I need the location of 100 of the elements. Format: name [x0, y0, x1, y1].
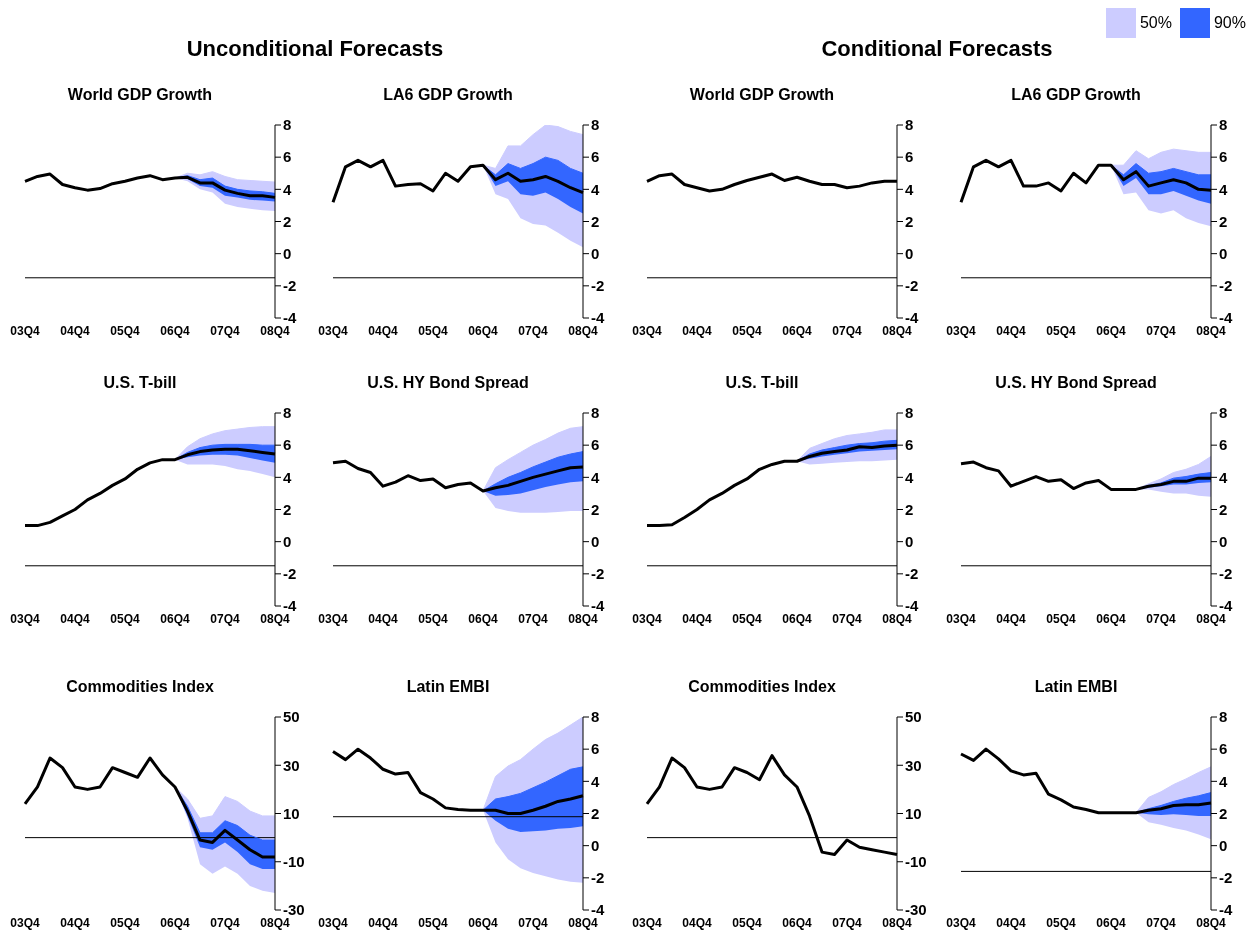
y-tick-label: 0: [1219, 244, 1228, 262]
x-tick-label: 05Q4: [732, 915, 762, 930]
x-tick-label: 04Q4: [682, 915, 712, 930]
x-tick-label: 04Q4: [368, 323, 398, 338]
y-tick-label: 4: [591, 468, 600, 486]
y-tick-label: 6: [591, 740, 600, 758]
x-tick-label: 05Q4: [418, 323, 448, 338]
x-tick-label: 06Q4: [1096, 611, 1126, 626]
x-tick-label: 06Q4: [160, 915, 190, 930]
y-tick-label: 8: [591, 404, 600, 422]
y-tick-label: 8: [905, 116, 914, 134]
y-tick-label: 0: [591, 244, 600, 262]
y-tick-label: 8: [1219, 116, 1228, 134]
x-tick-label: 07Q4: [210, 323, 240, 338]
x-tick-label: 05Q4: [418, 915, 448, 930]
legend-label: 90%: [1213, 14, 1246, 32]
y-tick-label: -2: [591, 565, 605, 583]
x-tick-label: 03Q4: [10, 611, 40, 626]
y-tick-label: 8: [283, 404, 292, 422]
x-tick-label: 04Q4: [996, 611, 1026, 626]
y-tick-label: 2: [591, 500, 600, 518]
y-tick-label: 50: [283, 708, 300, 726]
x-tick-label: 07Q4: [832, 915, 862, 930]
y-tick-label: 8: [591, 708, 600, 726]
y-tick-label: 10: [283, 804, 300, 822]
chart-title: Latin EMBI: [405, 677, 491, 697]
x-tick-label: 06Q4: [782, 915, 812, 930]
y-tick-label: 6: [591, 148, 600, 166]
x-tick-label: 07Q4: [210, 915, 240, 930]
chart-title: LA6 GDP Growth: [382, 85, 514, 105]
y-tick-label: 8: [1219, 708, 1228, 726]
y-tick-label: 4: [905, 468, 914, 486]
y-tick-label: 2: [905, 500, 914, 518]
y-tick-label: 4: [283, 468, 292, 486]
x-tick-label: 04Q4: [682, 323, 712, 338]
y-tick-label: 30: [283, 756, 300, 774]
y-tick-label: 2: [283, 212, 292, 230]
x-tick-label: 04Q4: [996, 323, 1026, 338]
y-tick-label: 2: [591, 212, 600, 230]
y-tick-label: 10: [905, 804, 922, 822]
x-tick-label: 06Q4: [782, 611, 812, 626]
x-tick-label: 05Q4: [110, 611, 140, 626]
text: Unconditional Forecasts: [186, 36, 444, 62]
legend-label: 50%: [1139, 14, 1172, 32]
chart-title: LA6 GDP Growth: [1010, 85, 1142, 105]
y-tick-label: 6: [1219, 436, 1228, 454]
x-tick-label: 03Q4: [318, 915, 348, 930]
y-tick-label: 0: [591, 836, 600, 854]
x-tick-label: 06Q4: [160, 611, 190, 626]
chart-title: Commodities Index: [687, 677, 837, 697]
y-tick-label: -2: [1219, 565, 1233, 583]
x-tick-label: 03Q4: [946, 611, 976, 626]
x-tick-label: 06Q4: [1096, 915, 1126, 930]
x-tick-label: 07Q4: [518, 915, 548, 930]
x-tick-label: 07Q4: [518, 611, 548, 626]
x-tick-label: 04Q4: [368, 611, 398, 626]
x-tick-label: 05Q4: [732, 611, 762, 626]
y-tick-label: -2: [1219, 277, 1233, 295]
y-tick-label: 0: [1219, 532, 1228, 550]
y-tick-label: -10: [283, 853, 305, 871]
y-tick-label: 8: [283, 116, 292, 134]
y-tick-label: 50: [905, 708, 922, 726]
y-tick-label: -2: [905, 565, 919, 583]
y-tick-label: 6: [1219, 740, 1228, 758]
y-tick-label: 8: [591, 116, 600, 134]
chart-title: World GDP Growth: [66, 85, 214, 105]
x-tick-label: 04Q4: [368, 915, 398, 930]
x-tick-label: 03Q4: [10, 915, 40, 930]
x-tick-label: 04Q4: [60, 323, 90, 338]
x-tick-label: 07Q4: [1146, 611, 1176, 626]
y-tick-label: 2: [905, 212, 914, 230]
y-tick-label: 4: [1219, 468, 1228, 486]
y-tick-label: -2: [905, 277, 919, 295]
y-tick-label: 4: [591, 180, 600, 198]
x-tick-label: 05Q4: [1046, 915, 1076, 930]
x-tick-label: 05Q4: [110, 915, 140, 930]
text: Conditional Forecasts: [821, 36, 1053, 62]
x-tick-label: 06Q4: [468, 611, 498, 626]
x-tick-label: 04Q4: [60, 915, 90, 930]
y-tick-label: 4: [1219, 772, 1228, 790]
y-tick-label: 8: [1219, 404, 1228, 422]
y-tick-label: 0: [1219, 836, 1228, 854]
y-tick-label: 4: [283, 180, 292, 198]
chart-title: U.S. HY Bond Spread: [366, 373, 530, 393]
y-tick-label: 6: [591, 436, 600, 454]
x-tick-label: 05Q4: [732, 323, 762, 338]
y-tick-label: 2: [1219, 804, 1228, 822]
x-tick-label: 07Q4: [832, 323, 862, 338]
y-tick-label: 30: [905, 756, 922, 774]
x-tick-label: 06Q4: [1096, 323, 1126, 338]
y-tick-label: 0: [283, 532, 292, 550]
x-tick-label: 03Q4: [632, 915, 662, 930]
y-tick-label: -2: [1219, 869, 1233, 887]
y-tick-label: 6: [1219, 148, 1228, 166]
y-tick-label: 2: [283, 500, 292, 518]
chart-title: U.S. HY Bond Spread: [994, 373, 1158, 393]
y-tick-label: 8: [905, 404, 914, 422]
x-tick-label: 03Q4: [632, 323, 662, 338]
x-tick-label: 07Q4: [518, 323, 548, 338]
y-tick-label: 6: [905, 148, 914, 166]
